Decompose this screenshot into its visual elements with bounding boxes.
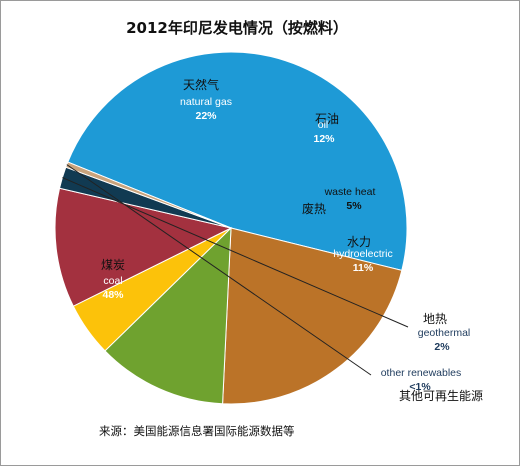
label-en-other-renewables: other renewables	[381, 367, 462, 379]
label-pct-other-renewables: <1%	[409, 381, 431, 393]
label-cn-waste-heat: 废热	[302, 201, 326, 216]
label-cn-coal: 煤炭	[101, 258, 125, 272]
label-pct-waste-heat: 5%	[346, 200, 362, 212]
slice-oil	[104, 226, 232, 405]
label-pct-geothermal: 2%	[434, 341, 450, 353]
label-cn-hydroelectric: 水力	[347, 235, 371, 249]
label-en-geothermal: geothermal	[418, 327, 471, 339]
label-pct-coal: 48%	[102, 289, 124, 301]
label-en-waste-heat: waste heat	[324, 186, 376, 198]
chart-title: 2012年印尼发电情况（按燃料）	[126, 19, 348, 37]
label-en-oil: oil	[318, 119, 329, 131]
label-cn-other-renewables: 其他可再生能源	[399, 389, 483, 403]
leader-other-renewables	[66, 164, 372, 376]
label-pct-natural-gas: 22%	[195, 110, 217, 122]
pie-slices	[54, 51, 408, 405]
label-en-coal: coal	[103, 275, 122, 287]
label-pct-oil: 12%	[313, 133, 335, 145]
label-pct-hydroelectric: 11%	[353, 262, 374, 274]
slice-natural-gas	[222, 227, 403, 405]
label-cn-natural-gas: 天然气	[183, 77, 219, 92]
leader-geothermal	[62, 177, 409, 328]
label-en-hydroelectric: hydroelectric	[333, 248, 393, 260]
slice-hydroelectric	[54, 187, 233, 307]
slice-coal	[67, 51, 408, 272]
label-en-natural-gas: natural gas	[180, 96, 232, 108]
label-cn-geothermal: 地热	[423, 312, 447, 326]
label-cn-oil: 石油	[315, 112, 339, 126]
source-note: 来源：美国能源信息署国际能源数据等	[99, 424, 295, 438]
